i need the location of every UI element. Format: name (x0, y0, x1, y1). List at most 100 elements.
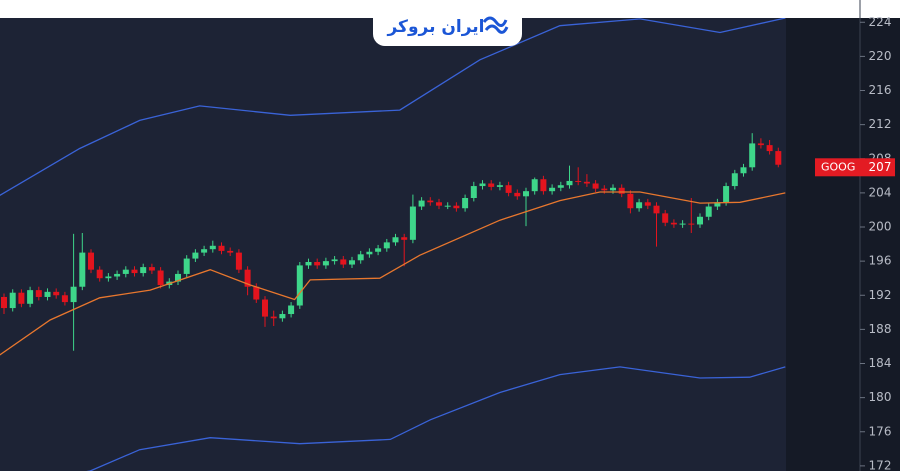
candle-body (18, 292, 25, 304)
y-tick-label: 188 (869, 322, 892, 336)
candle-body (375, 248, 382, 252)
candle-body (357, 254, 364, 261)
candle-body (61, 295, 68, 303)
candle-body (44, 291, 51, 297)
candle-body (670, 222, 677, 225)
candle-body (523, 191, 529, 197)
candle-body (705, 206, 712, 217)
logo: ایران بروکر (373, 0, 522, 46)
candle-body (305, 261, 312, 266)
candle-body (253, 286, 260, 300)
candle-body (644, 202, 651, 206)
logo-box (373, 0, 522, 46)
candle-body (288, 305, 295, 315)
candle-body (1, 296, 7, 309)
candle-body (636, 202, 643, 209)
candle-body (262, 299, 268, 317)
candle-body (9, 292, 16, 309)
candle-body (122, 269, 129, 274)
candle-body (444, 205, 451, 207)
candle-body (53, 291, 60, 296)
candle-body (296, 265, 303, 306)
candle-body (279, 314, 286, 319)
candle-body (148, 267, 155, 271)
candle-body (392, 237, 399, 243)
candle-body (349, 260, 355, 265)
last-price-tag (815, 158, 895, 177)
candle-body (401, 237, 408, 240)
candle-body (549, 187, 556, 192)
candle-body (436, 202, 442, 206)
y-tick-label: 196 (869, 254, 892, 268)
candle-body (383, 242, 390, 249)
y-tick-label: 212 (869, 117, 892, 131)
y-tick-label: 180 (869, 390, 892, 404)
candle-body (479, 183, 486, 187)
candle-body (270, 316, 277, 319)
candle-body (209, 245, 216, 250)
candle-body (731, 173, 738, 187)
candle-body (627, 193, 634, 209)
candle-body (418, 200, 425, 207)
candle-body (740, 167, 747, 174)
y-tick-label: 176 (869, 424, 892, 438)
candle-body (749, 143, 756, 168)
candle-body (192, 252, 199, 259)
candle-body (27, 290, 34, 304)
candle-body (96, 269, 103, 279)
candle-body (775, 151, 782, 165)
candle-body (244, 269, 251, 287)
candle-body (227, 250, 234, 253)
y-tick-label: 216 (869, 83, 892, 97)
candle-body (514, 192, 521, 197)
candle-body (505, 185, 512, 193)
candle-body (618, 187, 625, 194)
candle-body (175, 273, 181, 282)
candle-body (131, 269, 138, 274)
candle-body (557, 185, 564, 188)
y-tick-label: 192 (869, 288, 892, 302)
y-tick-label: 224 (869, 15, 892, 29)
logo-text: ایران بروکر (386, 17, 484, 37)
candle-body (714, 202, 721, 207)
candle-body (697, 216, 703, 225)
candle-body (88, 252, 94, 270)
candle-body (322, 261, 329, 266)
candle-body (35, 290, 42, 297)
candle-body (583, 181, 590, 184)
candle-body (757, 143, 764, 146)
candle-body (201, 249, 208, 253)
y-tick-label: 184 (869, 356, 892, 370)
candle-body (79, 252, 86, 287)
candle-body (540, 179, 547, 192)
candle-body (592, 183, 599, 189)
candle-body (114, 273, 121, 277)
candle-body (531, 179, 538, 192)
candle-body (496, 185, 503, 187)
candle-body (427, 200, 434, 203)
candle-body (218, 245, 225, 251)
candle-body (488, 183, 495, 187)
candle-body (409, 206, 416, 240)
candle-body (105, 276, 112, 279)
candle-body (688, 223, 695, 225)
candle-body (140, 267, 147, 274)
candle-body (575, 180, 582, 182)
candle-body (679, 223, 686, 225)
candle-body (70, 286, 77, 303)
candle-body (601, 188, 608, 191)
candle-body (331, 259, 338, 262)
candle-body (462, 198, 469, 209)
logo-icon (482, 16, 509, 34)
y-tick-label: 204 (869, 185, 892, 199)
indicator-line (0, 191, 786, 356)
candle-body (235, 252, 242, 270)
last-price-label: 207 (869, 160, 892, 174)
indicator-line (0, 18, 786, 196)
indicator-line (86, 366, 786, 471)
y-tick-label: 220 (869, 49, 892, 63)
candle-body (314, 261, 321, 266)
y-tick-label: 200 (869, 220, 892, 234)
candle-body (453, 205, 460, 209)
